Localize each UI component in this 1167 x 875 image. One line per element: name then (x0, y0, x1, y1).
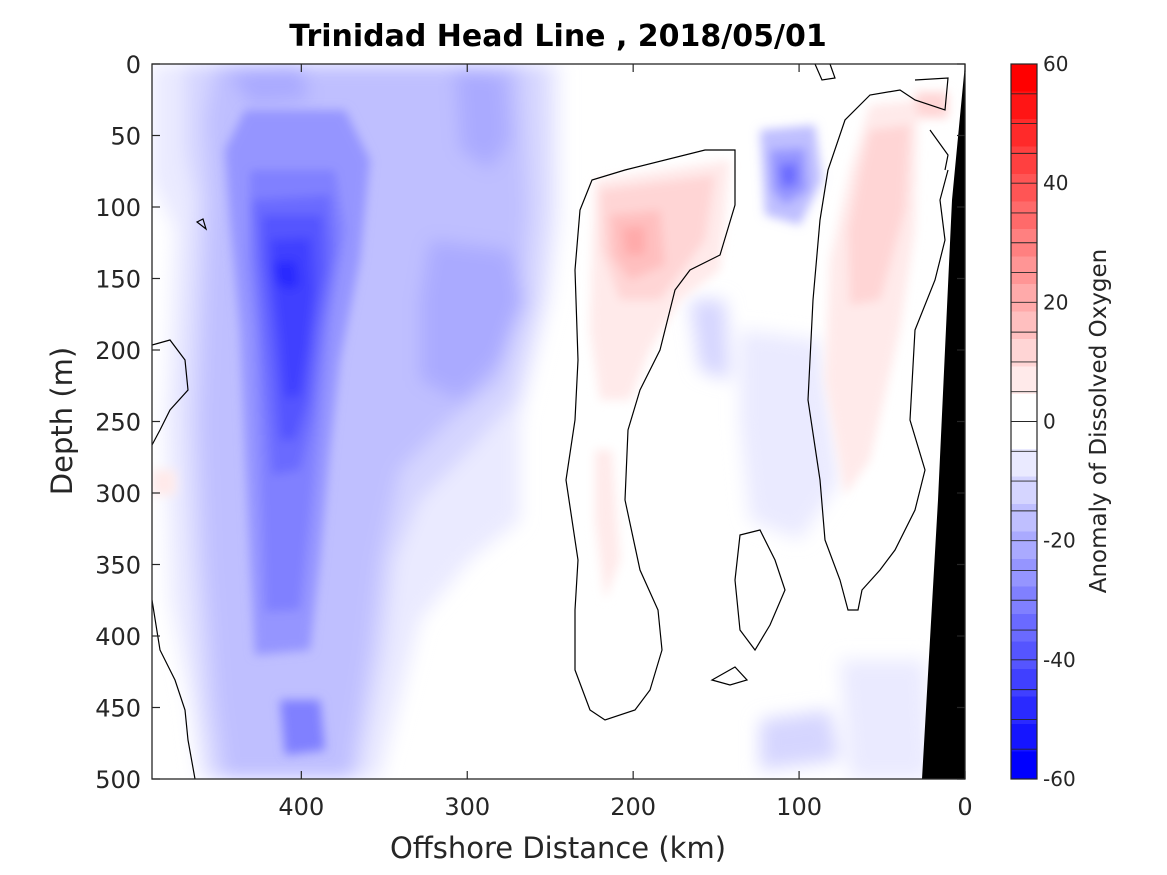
y-tick-label: 350 (95, 552, 141, 580)
contour-tongue (565, 149, 736, 721)
contour-eddy-deep (734, 529, 786, 652)
colorbar-tick-label: 20 (1043, 290, 1068, 314)
bathymetry-mask (922, 64, 965, 779)
offshore-positive-speck (152, 470, 176, 495)
colorbar-tick-label: -20 (1043, 529, 1076, 553)
nearshore-positive-level-2 (848, 125, 910, 305)
y-tick-label: 400 (95, 623, 141, 651)
y-axis-title: Depth (m) (45, 347, 79, 495)
colorbar-segment (1011, 504, 1037, 532)
colorbar-segment (1011, 119, 1037, 147)
deep-right-negative (760, 710, 840, 770)
colorbar-segment (1011, 641, 1037, 669)
chart-title: Trinidad Head Line , 2018/05/01 (289, 19, 826, 54)
y-tick-label: 50 (110, 123, 141, 151)
y-tick-label: 500 (95, 766, 141, 794)
colorbar-tick-label: -40 (1043, 648, 1076, 672)
colorbar-segment (1011, 256, 1037, 284)
colorbar-segment (1011, 284, 1037, 312)
contour-deep-blob (710, 666, 749, 686)
y-tick-label: 100 (95, 194, 141, 222)
colorbar-segment (1011, 64, 1037, 92)
x-tick-label: 400 (278, 793, 324, 821)
eddy-level-3 (779, 163, 797, 188)
colorbar-segment (1011, 366, 1037, 394)
broad-mid-negative (740, 330, 840, 540)
positive-tongue-level-4 (622, 226, 645, 255)
colorbar: 60 40 20 0 -20 -40 -60 (1010, 52, 1076, 791)
colorbar-tick-label: 60 (1043, 52, 1068, 76)
x-axis-title: Offshore Distance (km) (390, 831, 726, 865)
deep-core-blob (280, 700, 325, 755)
colorbar-segment (1011, 174, 1037, 202)
contour-left (152, 339, 189, 446)
colorbar-tick-label: 40 (1043, 171, 1068, 195)
colorbar-segment (1011, 394, 1037, 422)
colorbar-segment (1011, 421, 1037, 449)
colorbar-segment (1011, 91, 1037, 119)
contour-left-deep (152, 599, 196, 779)
colorbar-segment (1011, 669, 1037, 697)
colorbar-segment (1011, 559, 1037, 587)
colorbar-segment (1011, 339, 1037, 367)
colorbar-segment (1011, 311, 1037, 339)
contour-surface-small (814, 64, 836, 81)
zero-contours (152, 64, 949, 779)
colorbar-segment (1011, 614, 1037, 642)
y-tick-label: 150 (95, 266, 141, 294)
contour-surface-right (929, 129, 949, 171)
y-tick-label: 0 (126, 51, 141, 79)
x-tick-label: 0 (957, 793, 972, 821)
colorbar-frame (1010, 63, 1038, 780)
colorbar-segment (1011, 201, 1037, 229)
colorbar-segment (1011, 531, 1037, 559)
x-tick-label: 200 (610, 793, 656, 821)
plot-area (151, 63, 966, 780)
colorbar-segment (1011, 696, 1037, 724)
colorbar-segment (1011, 751, 1037, 779)
colorbar-tick-label: -60 (1043, 767, 1076, 791)
colorbar-segment (1011, 724, 1037, 752)
x-tick-label: 300 (444, 793, 490, 821)
colorbar-segment (1011, 146, 1037, 174)
x-tick-label: 100 (776, 793, 822, 821)
upper-left-negative (228, 64, 310, 105)
mid-shelf-negative (690, 300, 730, 380)
y-tick-label: 450 (95, 695, 141, 723)
tongue-negative-region (420, 240, 525, 400)
colorbar-segment (1011, 449, 1037, 477)
y-tick-label: 250 (95, 409, 141, 437)
anomaly-field (152, 64, 965, 779)
x-axis: 400 300 200 100 0 (278, 64, 973, 821)
y-axis: 0 50 100 150 200 250 300 350 400 450 500 (95, 51, 965, 794)
deep-positive-streak (595, 450, 620, 600)
contour-speck (195, 218, 208, 231)
nearshore-deep-negative (840, 660, 930, 779)
y-tick-label: 300 (95, 480, 141, 508)
core-level-6 (272, 260, 300, 290)
y-tick-label: 200 (95, 337, 141, 365)
contour-nearshore (807, 77, 949, 611)
colorbar-title: Anomaly of Dissolved Oxygen (1086, 249, 1112, 594)
shallow-negative-region (455, 70, 510, 170)
colorbar-tick-label: 0 (1043, 410, 1056, 434)
colorbar-segment (1011, 476, 1037, 504)
